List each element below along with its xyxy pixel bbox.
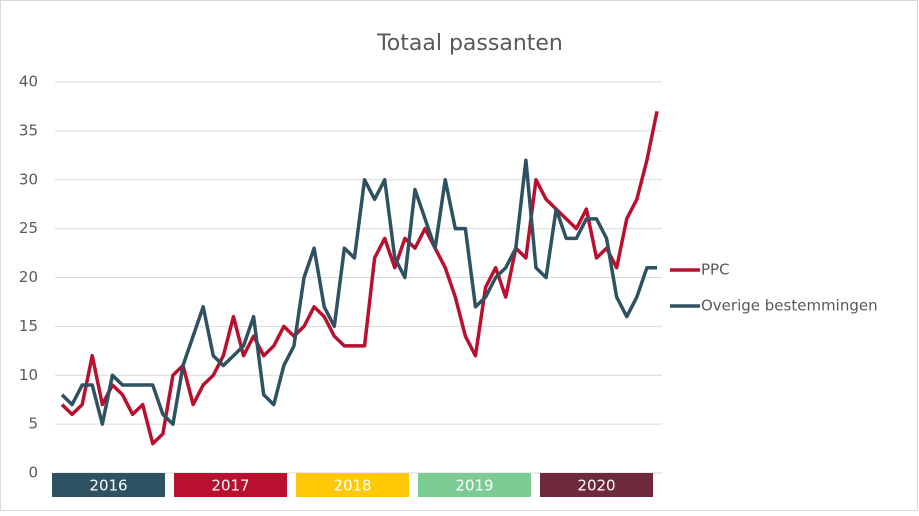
y-tick-label: 15 xyxy=(19,317,38,335)
year-band xyxy=(540,473,653,497)
year-band xyxy=(52,473,165,497)
series-line xyxy=(60,158,657,426)
y-tick-label: 25 xyxy=(19,219,38,237)
year-band xyxy=(418,473,531,497)
y-tick-label: 30 xyxy=(19,170,38,188)
legend-label: Overige bestemmingen xyxy=(701,297,878,315)
year-band-label: 2018 xyxy=(333,477,371,495)
year-band-label: 2016 xyxy=(89,477,127,495)
y-tick-label: 5 xyxy=(28,415,38,433)
year-band-label: 2019 xyxy=(455,477,493,495)
y-tick-label: 40 xyxy=(19,73,38,91)
y-tick-label: 20 xyxy=(19,268,38,286)
y-tick-label: 10 xyxy=(19,366,38,384)
legend-label: PPC xyxy=(701,261,730,279)
y-tick-label: 0 xyxy=(28,464,38,482)
year-band xyxy=(296,473,409,497)
y-tick-label: 35 xyxy=(19,121,38,139)
year-band-label: 2020 xyxy=(577,477,615,495)
chart-title: Totaal passanten xyxy=(376,31,563,56)
year-band xyxy=(174,473,287,497)
year-band-label: 2017 xyxy=(211,477,249,495)
